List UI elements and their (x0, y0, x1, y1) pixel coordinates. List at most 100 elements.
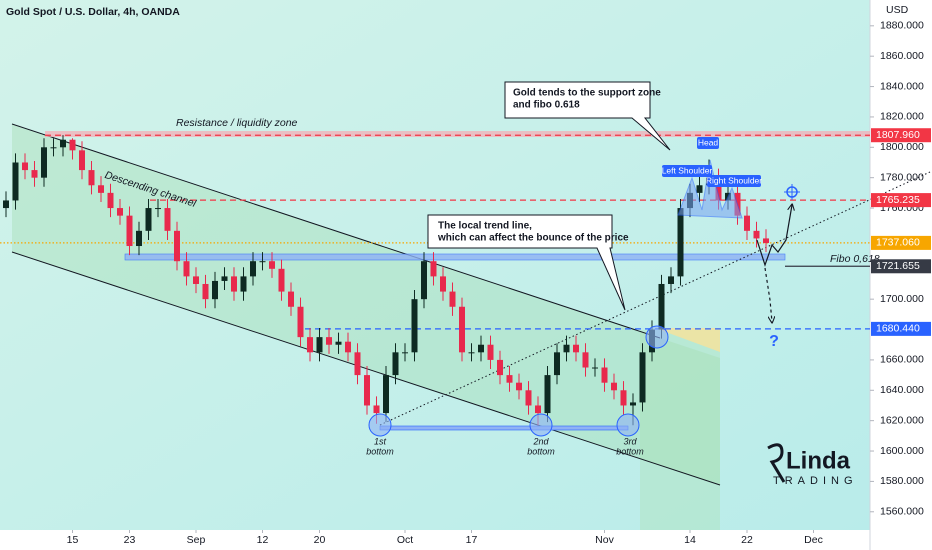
callout (504, 81, 671, 151)
y-tick-label: 1600.000 (880, 445, 924, 457)
price-axis (870, 0, 932, 550)
y-tick-label: 1800.000 (880, 141, 924, 153)
y-tick-label: 1780.000 (880, 171, 924, 183)
logo-mark (767, 443, 786, 483)
candle-body (50, 147, 57, 149)
candle-body (183, 261, 190, 277)
candle-body (525, 390, 532, 406)
x-tick-label: 12 (257, 534, 269, 546)
fibo-label: Fibo 0,618 (830, 253, 880, 265)
candle-body (468, 352, 475, 354)
candle-body (402, 352, 408, 354)
head-label: Head (698, 137, 719, 147)
bottom-label: 3rd (623, 436, 637, 446)
candle-body (212, 280, 218, 300)
x-tick-label: Dec (804, 534, 823, 546)
question-mark: ? (769, 333, 779, 350)
bottom-label: 1st (374, 436, 387, 446)
candle-body (98, 185, 104, 193)
bottom-circle (529, 413, 553, 437)
candle-body (3, 200, 9, 209)
x-tick-label: 20 (314, 534, 326, 546)
x-tick-label: Nov (595, 534, 614, 546)
candle-body (611, 382, 617, 391)
candle-body (573, 344, 579, 353)
candle-body (79, 150, 85, 171)
candle-body (411, 299, 418, 353)
candle-body (60, 139, 66, 148)
y-tick-label: 1620.000 (880, 414, 924, 426)
left-shoulder-label: Left Shoulder (662, 165, 713, 175)
candle-body (316, 337, 323, 353)
logo-subtext: TRADING (773, 475, 858, 487)
candle-body (240, 276, 247, 292)
candle-body (544, 375, 551, 414)
logo-text: Linda (786, 447, 851, 474)
candle-body (516, 382, 522, 391)
candle-body (459, 306, 465, 353)
bottom-label: 2nd (532, 436, 549, 446)
resistance-label: Resistance / liquidity zone (176, 117, 298, 129)
price-tag-label: 1737.060 (876, 237, 920, 249)
resistance-zone (45, 131, 870, 137)
candle-body (231, 276, 237, 292)
candle-body (478, 344, 484, 353)
price-tag-label: 1807.960 (876, 129, 920, 141)
price-tag-label: 1680.440 (876, 323, 920, 335)
x-tick-label: 22 (741, 534, 753, 546)
candle-body (592, 367, 598, 369)
breakout-circle (645, 325, 669, 349)
candle-body (601, 367, 608, 383)
candle-body (421, 261, 427, 300)
candle-body (145, 208, 152, 231)
trend-line (379, 171, 931, 426)
y-tick-label: 1660.000 (880, 354, 924, 366)
x-tick-label: 14 (684, 534, 696, 546)
candle-body (430, 261, 437, 277)
candle-body (383, 375, 389, 414)
candle-body (326, 337, 332, 345)
y-tick-label: 1840.000 (880, 80, 924, 92)
price-tag (871, 321, 931, 336)
candle-body (164, 208, 171, 231)
candle-body (12, 162, 19, 201)
candle-body (307, 337, 313, 353)
candle-body (373, 405, 380, 414)
candle-body (354, 352, 361, 376)
callout-text: and fibo 0.618 (513, 100, 580, 111)
channel-upper (11, 123, 661, 339)
candle-body (497, 359, 503, 376)
candle-body (744, 215, 750, 231)
candle-body (658, 283, 665, 330)
candle-body (155, 208, 161, 210)
label-box (697, 137, 719, 149)
y-tick-label: 1580.000 (880, 475, 924, 487)
time-axis (0, 530, 870, 550)
candle-body (440, 276, 446, 292)
price-tag-label: 1721.655 (876, 260, 920, 272)
candle-body (506, 375, 513, 383)
price-tag (871, 259, 931, 274)
y-tick-label: 1860.000 (880, 50, 924, 62)
candle-body (288, 291, 294, 307)
candle-body (107, 192, 114, 209)
bottom-label: bottom (366, 446, 394, 456)
bottom-circle (368, 413, 392, 437)
callout-text: The local trend line, (438, 221, 532, 232)
y-tick-label: 1560.000 (880, 506, 924, 518)
x-tick-label: Oct (397, 534, 413, 546)
label-box (662, 165, 712, 177)
candle-body (582, 352, 589, 368)
candle-body (269, 261, 275, 269)
channel-lower (11, 251, 721, 486)
channel-fill (12, 124, 720, 485)
candle-body (715, 177, 722, 201)
bottom-label: bottom (527, 446, 555, 456)
candle-body (117, 208, 123, 216)
price-tag (871, 128, 931, 143)
x-tick-label: 17 (466, 534, 478, 546)
candle-body (221, 276, 228, 281)
y-tick-label: 1700.000 (880, 293, 924, 305)
right-shoulder-label: Right Shoulder (706, 175, 762, 185)
